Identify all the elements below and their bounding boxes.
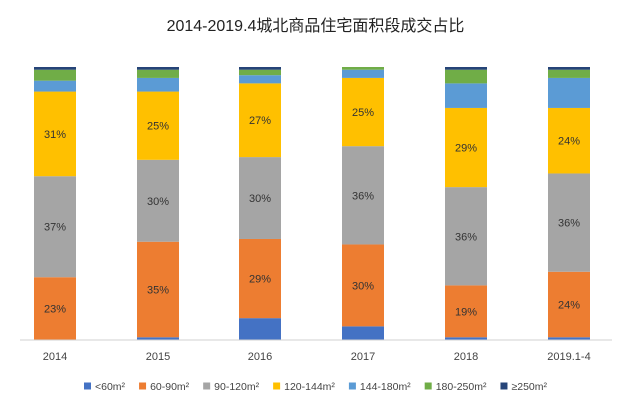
legend-swatch-60-90m² [139, 382, 147, 390]
x-tick-label-2018: 2018 [454, 351, 478, 363]
bar-segment-2019.1-4-180-250m² [548, 69, 590, 78]
bar-segment-2015-180-250m² [137, 69, 179, 78]
legend-label-144-180m²: 144-180m² [360, 381, 411, 393]
data-label-2016-60-90m²: 29% [249, 274, 271, 286]
data-label-2014-60-90m²: 23% [44, 304, 66, 316]
bar-segment-2018-120-144m² [445, 107, 487, 188]
bar-segment-2014-90-120m² [34, 176, 76, 278]
bar-segment-2015-≥250m² [137, 67, 179, 70]
bar-segment-2014-≥250m² [34, 67, 76, 70]
bar-segment-2016-<60m² [239, 318, 281, 340]
legend-swatch-180-250m² [424, 382, 432, 390]
bar-segment-2017-90-120m² [342, 146, 384, 245]
bar-segment-2019.1-4-144-180m² [548, 77, 590, 108]
data-label-2016-120-144m²: 27% [249, 115, 271, 127]
legend-swatch-90-120m² [203, 382, 211, 390]
x-tick-label-2014: 2014 [43, 351, 67, 363]
data-label-2019.1-4-90-120m²: 36% [558, 218, 580, 230]
bar-segment-2014-60-90m² [34, 277, 76, 340]
bar-segment-2014-120-144m² [34, 91, 76, 177]
legend-label-≥250m²: ≥250m² [511, 381, 547, 393]
x-tick-label-2016: 2016 [248, 351, 272, 363]
chart-title: 2014-2019.4城北商品住宅面积段成交占比 [167, 17, 465, 35]
bar-segment-2016-120-144m² [239, 83, 281, 158]
bar-segment-2019.1-4-120-144m² [548, 107, 590, 174]
bars-layer: 23% 37% 31% 35% 30% 25% 29% 30% 27% 30% 36% 25% 19% 3… [34, 67, 590, 340]
legend-label-180-250m²: 180-250m² [436, 381, 487, 393]
bar-segment-2014-144-180m² [34, 80, 76, 92]
legend-item-<60m²: <60m² [84, 381, 126, 393]
bar-segment-2017-180-250m² [342, 67, 384, 70]
bar-segment-2017-144-180m² [342, 69, 384, 78]
data-label-2018-90-120m²: 36% [455, 231, 477, 243]
legend-swatch-144-180m² [348, 382, 356, 390]
legend-swatch-≥250m² [500, 382, 508, 390]
legend-label-90-120m²: 90-120m² [214, 381, 259, 393]
legend: <60m² 60-90m² 90-120m² 120-144m² 144-180m² 18… [84, 381, 547, 393]
legend-label-<60m²: <60m² [95, 381, 126, 393]
bar-segment-2019.1-4-90-120m² [548, 173, 590, 272]
bar-segment-2016-60-90m² [239, 238, 281, 319]
data-label-2014-120-144m²: 31% [44, 129, 66, 141]
bar-segment-2015-144-180m² [137, 77, 179, 92]
data-label-2018-120-144m²: 29% [455, 143, 477, 155]
bar-segment-2019.1-4-<60m² [548, 337, 590, 340]
bar-segment-2017-60-90m² [342, 244, 384, 327]
legend-item-180-250m²: 180-250m² [424, 381, 487, 393]
legend-label-60-90m²: 60-90m² [150, 381, 190, 393]
bar-segment-2016-90-120m² [239, 157, 281, 239]
legend-label-120-144m²: 120-144m² [284, 381, 335, 393]
data-label-2015-90-120m²: 30% [147, 196, 169, 208]
bar-segment-2015-120-144m² [137, 91, 179, 160]
bar-segment-2017-120-144m² [342, 77, 384, 147]
legend-item-90-120m²: 90-120m² [203, 381, 260, 393]
legend-swatch-<60m² [84, 382, 91, 390]
bar-segment-2018-60-90m² [445, 285, 487, 338]
legend-item-60-90m²: 60-90m² [139, 381, 190, 393]
legend-item-144-180m²: 144-180m² [348, 381, 411, 393]
bar-segment-2015-90-120m² [137, 159, 179, 242]
legend-item-≥250m²: ≥250m² [500, 381, 547, 393]
data-label-2014-90-120m²: 37% [44, 222, 66, 234]
bar-segment-2018-180-250m² [445, 69, 487, 84]
x-tick-label-2015: 2015 [146, 351, 170, 363]
data-label-2017-120-144m²: 25% [352, 107, 374, 119]
data-label-2017-90-120m²: 36% [352, 190, 374, 202]
bar-segment-2014-180-250m² [34, 69, 76, 81]
data-label-2015-60-90m²: 35% [147, 284, 169, 296]
bar-segment-2017-<60m² [342, 326, 384, 340]
legend-swatch-120-144m² [273, 382, 281, 390]
data-label-2019.1-4-120-144m²: 24% [558, 136, 580, 148]
bar-segment-2019.1-4-60-90m² [548, 271, 590, 338]
data-label-2019.1-4-60-90m²: 24% [558, 300, 580, 312]
bar-segment-2018-<60m² [445, 337, 487, 340]
data-label-2018-60-90m²: 19% [455, 306, 477, 318]
data-label-2016-90-120m²: 30% [249, 193, 271, 205]
bar-segment-2018-90-120m² [445, 187, 487, 286]
bar-segment-2015-<60m² [137, 337, 179, 340]
bar-segment-2015-60-90m² [137, 241, 179, 338]
x-tick-label-2019.1-4: 2019.1-4 [547, 351, 590, 363]
bar-segment-2016-144-180m² [239, 75, 281, 84]
bar-segment-2016-≥250m² [239, 67, 281, 70]
bar-segment-2018-144-180m² [445, 83, 487, 108]
x-tick-label-2017: 2017 [351, 351, 375, 363]
data-label-2017-60-90m²: 30% [352, 280, 374, 292]
x-tick-labels: 2014 2015 2016 2017 2018 2019.1-4 [43, 351, 591, 363]
bar-segment-2019.1-4-≥250m² [548, 67, 590, 70]
bar-segment-2016-180-250m² [239, 69, 281, 76]
bar-segment-2018-≥250m² [445, 67, 487, 70]
data-label-2015-120-144m²: 25% [147, 121, 169, 133]
legend-item-120-144m²: 120-144m² [273, 381, 335, 393]
